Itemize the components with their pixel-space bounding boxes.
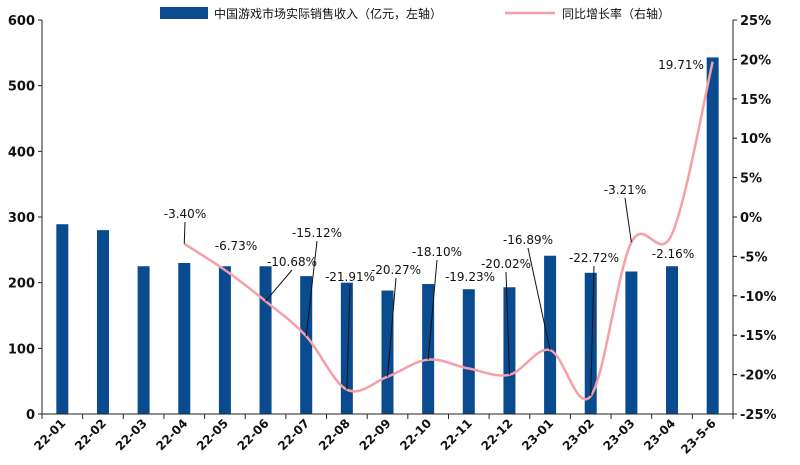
bar-22-02 [96, 230, 109, 414]
growth-rate-label-22-07: -15.12% [292, 226, 342, 240]
bar-22-06 [259, 266, 272, 414]
growth-rate-label-22-12: -20.02% [481, 257, 531, 271]
growth-rate-label-22-08: -21.91% [325, 270, 375, 284]
right-tick-label: 15% [740, 93, 771, 108]
x-tick-label: 22-05 [194, 416, 231, 453]
bar-23-01 [544, 255, 557, 414]
bar-23-03 [625, 271, 638, 414]
growth-rate-label-23-02: -22.72% [569, 251, 619, 265]
x-tick-label: 22-02 [72, 416, 109, 453]
x-tick-label: 23-03 [600, 416, 637, 453]
right-tick-label: 5% [740, 172, 762, 187]
x-tick-label: 22-07 [275, 416, 312, 453]
right-tick-label: 25% [740, 14, 771, 29]
left-tick-label: 200 [8, 277, 35, 292]
x-tick-label: 22-09 [357, 416, 394, 453]
right-tick-label: -20% [740, 369, 777, 384]
bar-23-5-6 [706, 57, 719, 415]
right-tick-label: -15% [740, 329, 777, 344]
x-tick-label: 22-11 [438, 416, 475, 453]
data-labels: -3.40% -6.73% -10.68% -15.12% -21.91%-20.27%… [164, 58, 704, 397]
right-tick-label: -5% [740, 250, 767, 265]
legend: 中国游戏市场实际销售收入（亿元，左轴） 同比增长率（右轴） [160, 6, 670, 21]
x-tick-label: 22-12 [479, 416, 516, 453]
bar-23-02 [584, 272, 597, 414]
growth-rate-label-23-03: -3.21% [604, 183, 646, 197]
right-tick-label: -25% [740, 408, 777, 423]
bar-22-12 [503, 287, 516, 414]
left-tick-label: 300 [8, 211, 35, 226]
x-tick-label: 23-02 [560, 416, 597, 453]
left-tick-label: 400 [8, 145, 35, 160]
growth-rate-label-22-09: -20.27% [371, 263, 421, 277]
label-leader-line [305, 240, 318, 337]
growth-rate-label-22-05: -6.73% [215, 239, 257, 253]
left-tick-label: 600 [8, 14, 35, 29]
bar-22-01 [56, 224, 69, 414]
growth-rate-label-23-5-6: 19.71% [658, 58, 704, 72]
legend-bar-swatch [160, 7, 208, 19]
left-tick-label: 500 [8, 80, 35, 95]
bar-22-11 [462, 289, 475, 414]
growth-rate-label-22-11: -19.23% [445, 270, 495, 284]
label-leader-line [346, 284, 351, 390]
bar-22-09 [381, 290, 394, 414]
bar-22-10 [422, 283, 435, 414]
left-tick-label: 0 [26, 408, 35, 423]
right-tick-label: -10% [740, 290, 777, 305]
growth-rate-label-23-04: -2.16% [652, 247, 694, 261]
line-layer [183, 61, 714, 401]
bars [56, 57, 719, 415]
x-tick-label: 22-01 [31, 416, 68, 453]
left-tick-label: 100 [8, 342, 35, 357]
bar-22-04 [178, 262, 191, 414]
label-leader-line [265, 269, 293, 302]
right-tick-label: 10% [740, 132, 771, 147]
bar-23-04 [666, 266, 679, 414]
label-leader-line [527, 247, 551, 351]
bar-22-05 [218, 266, 231, 414]
label-leader-line [505, 271, 510, 375]
label-leader-line [387, 277, 397, 377]
x-tick-label: 23-5-6 [678, 416, 719, 457]
growth-rate-line [183, 61, 714, 401]
x-tick-label: 22-03 [113, 416, 150, 453]
x-tick-label: 22-04 [153, 416, 190, 453]
growth-rate-label-23-01: -16.89% [503, 233, 553, 247]
legend-bar-label: 中国游戏市场实际销售收入（亿元，左轴） [214, 6, 442, 21]
label-leader-line [624, 197, 632, 243]
right-tick-label: 20% [740, 53, 771, 68]
x-tick-label: 23-04 [641, 416, 678, 453]
growth-rate-label-22-06: -10.68% [267, 255, 317, 269]
bar-22-08 [340, 282, 353, 414]
label-leader-line [590, 265, 595, 397]
x-tick-label: 23-01 [519, 416, 556, 453]
growth-rate-label-22-04: -3.40% [164, 207, 206, 221]
label-leader-line [183, 221, 186, 244]
growth-rate-label-22-10: -18.10% [412, 245, 462, 259]
x-tick-label: 22-06 [235, 416, 272, 453]
label-leader-line [427, 259, 438, 360]
x-tick-label: 22-08 [316, 416, 353, 453]
bar-22-03 [137, 266, 150, 414]
legend-line-label: 同比增长率（右轴） [562, 6, 670, 21]
x-tick-label: 22-10 [397, 416, 434, 453]
right-tick-label: 0% [740, 211, 762, 226]
